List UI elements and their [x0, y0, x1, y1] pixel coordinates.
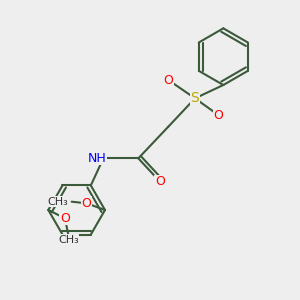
Text: S: S: [190, 91, 200, 105]
Text: O: O: [164, 74, 173, 86]
Text: O: O: [60, 212, 70, 225]
Text: O: O: [155, 175, 165, 188]
Text: O: O: [82, 197, 92, 210]
Text: O: O: [213, 109, 223, 122]
Text: CH₃: CH₃: [48, 197, 68, 207]
Text: CH₃: CH₃: [58, 235, 79, 245]
Text: NH: NH: [88, 152, 107, 165]
